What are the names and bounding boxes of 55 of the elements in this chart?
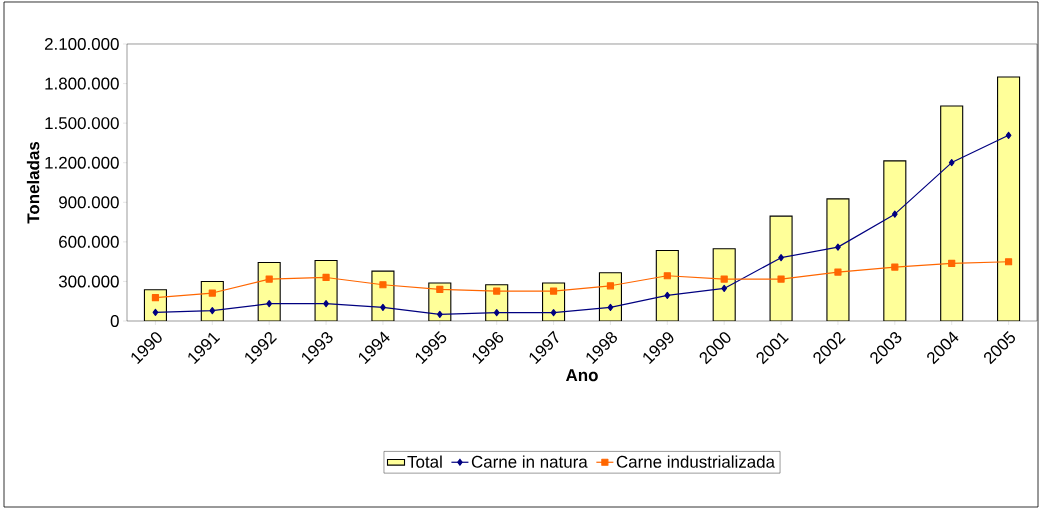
point — [436, 285, 444, 293]
point — [835, 243, 841, 251]
y-tick-label: 2.100.000 — [44, 38, 119, 50]
bar — [997, 76, 1021, 321]
point — [948, 259, 956, 267]
point — [721, 284, 728, 293]
point — [891, 263, 899, 271]
point — [493, 287, 501, 295]
point — [891, 210, 898, 218]
point — [436, 310, 443, 319]
point — [208, 289, 216, 297]
point — [1005, 131, 1012, 139]
point — [322, 273, 330, 282]
y-tick-label: 600.000 — [59, 235, 119, 248]
y-tick-label: 900.000 — [59, 196, 119, 209]
y-axis-title: Toneladas — [26, 141, 40, 224]
legend-label: Total — [407, 455, 442, 468]
point — [664, 291, 671, 300]
bar — [712, 248, 736, 321]
point — [379, 281, 387, 289]
point — [834, 268, 842, 276]
y-tick-label: 0 — [110, 315, 119, 327]
point — [493, 309, 500, 317]
bar — [314, 259, 338, 321]
bar — [655, 249, 679, 321]
point — [1004, 258, 1013, 266]
point — [663, 272, 671, 280]
y-tick-label: 1.800.000 — [45, 77, 119, 90]
point — [151, 294, 160, 302]
point — [777, 275, 785, 283]
point — [549, 287, 558, 295]
point — [265, 275, 273, 283]
y-tick-label: 1.200.000 — [45, 156, 119, 169]
point — [778, 254, 784, 262]
legend-label: Carne industrializada — [616, 455, 776, 468]
point — [606, 282, 615, 290]
point — [720, 275, 728, 283]
point — [152, 308, 159, 316]
bar — [598, 272, 622, 321]
y-tick-label: 300.000 — [58, 275, 119, 288]
point — [948, 158, 955, 167]
y-tick-label: 1.500.000 — [45, 117, 119, 130]
bar — [769, 215, 793, 321]
point — [607, 303, 614, 312]
bar — [371, 270, 395, 321]
point — [209, 307, 216, 315]
point — [266, 300, 273, 308]
point — [550, 309, 557, 317]
bar — [940, 105, 964, 321]
x-axis-title: Ano — [565, 369, 598, 382]
bar — [826, 198, 850, 321]
bar — [257, 261, 281, 321]
point — [323, 300, 329, 308]
bar — [883, 160, 907, 321]
legend-label: Carne in natura — [471, 455, 588, 468]
